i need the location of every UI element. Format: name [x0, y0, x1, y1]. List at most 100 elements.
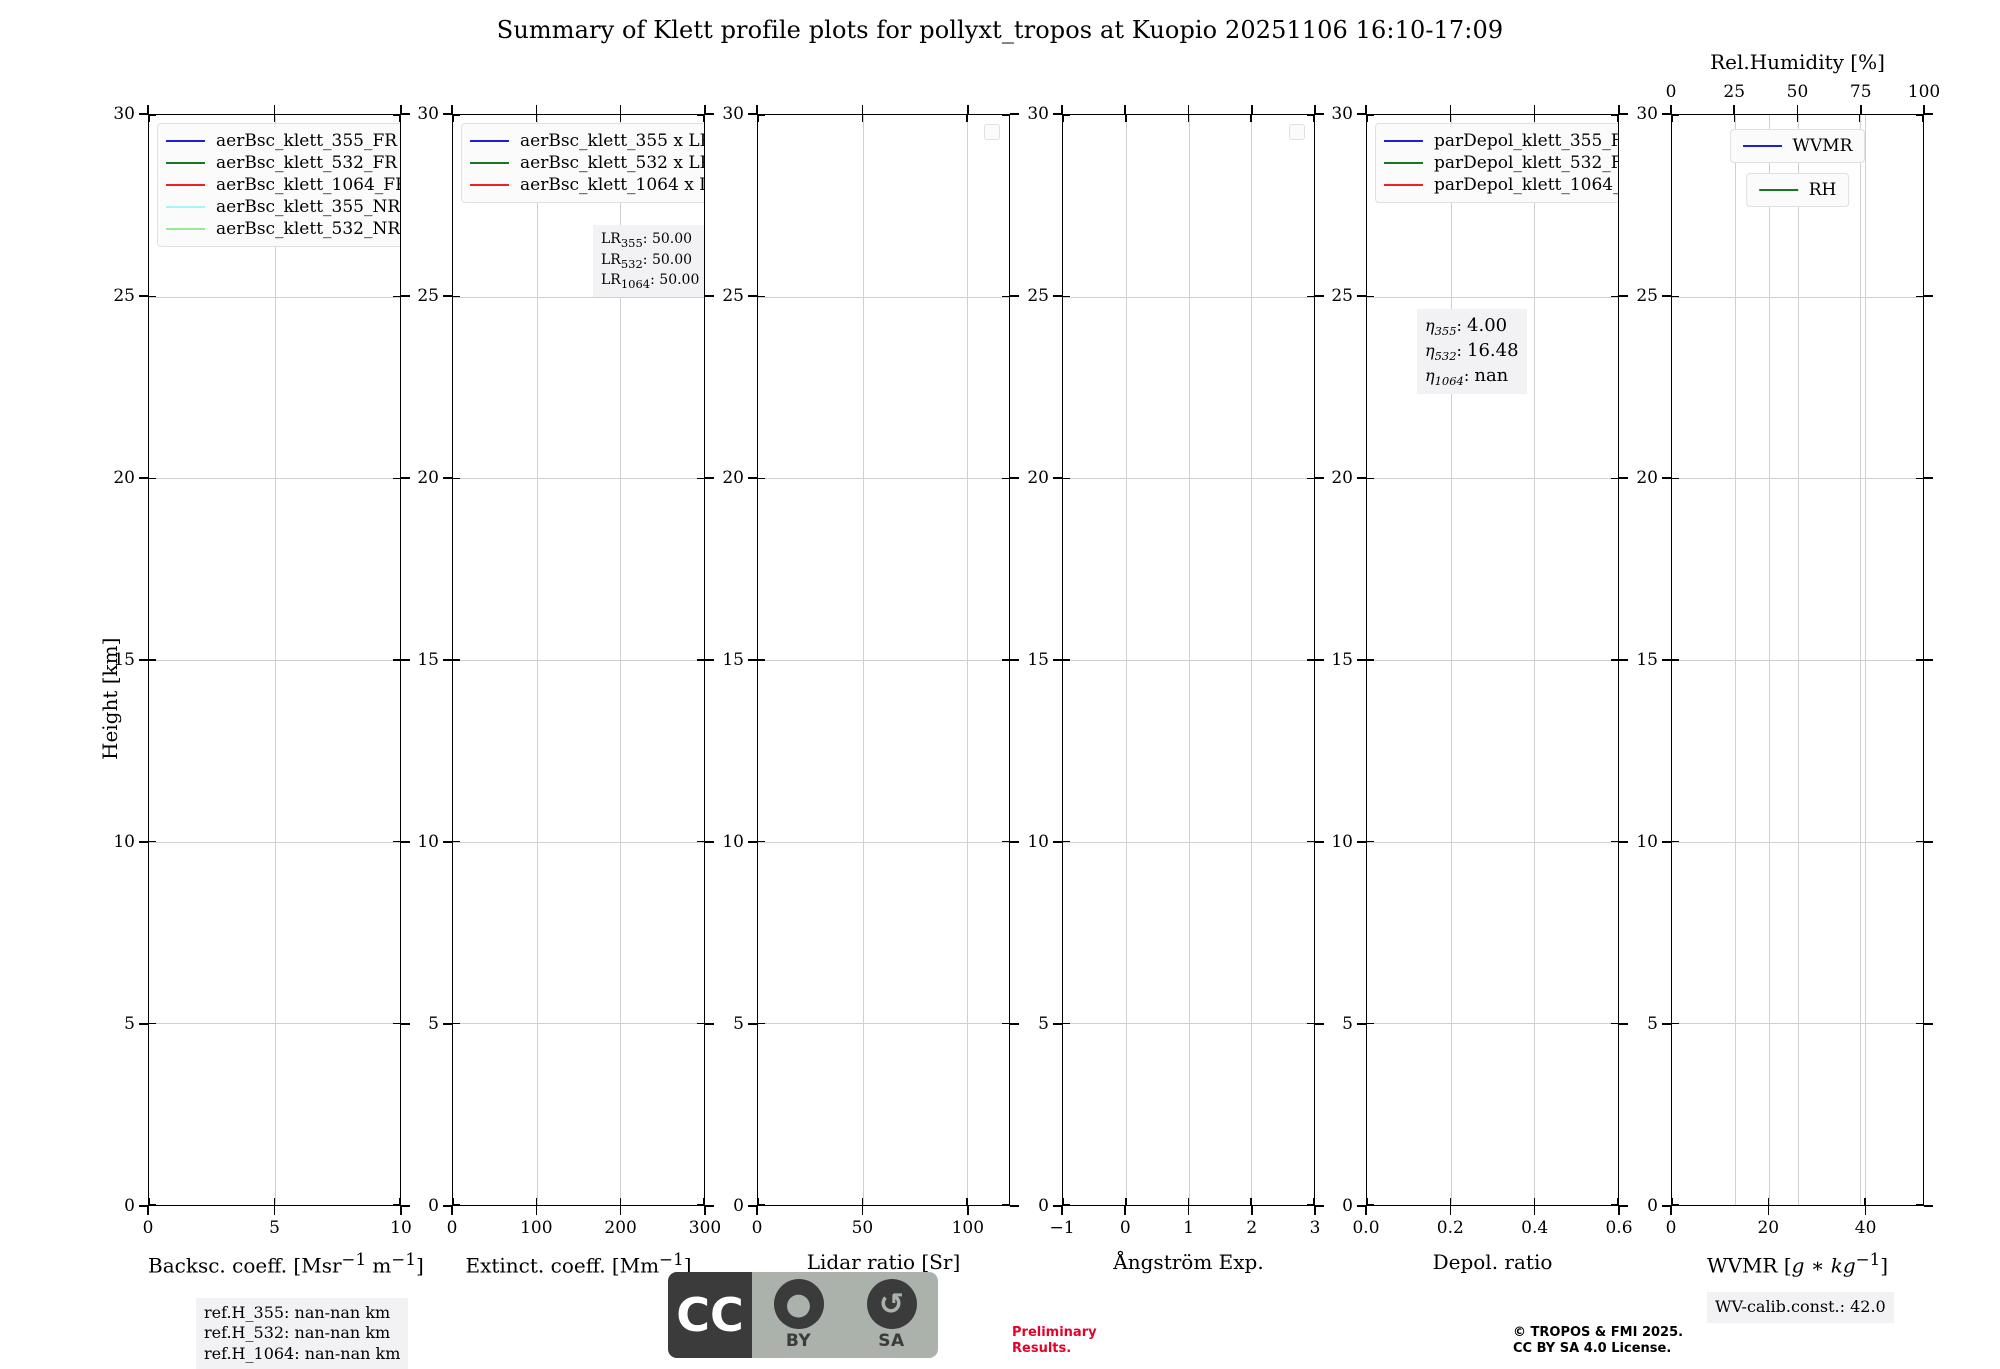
annotation-symbol: LR1064	[601, 272, 651, 292]
x-axis-tick-inner	[1313, 1198, 1314, 1205]
y-axis-tick-inner	[1002, 477, 1009, 480]
x-axis-tick	[1449, 1206, 1452, 1215]
y-axis-tick-inner	[1367, 1204, 1374, 1205]
gridline-horizontal	[1367, 478, 1618, 480]
gridline-horizontal	[1367, 841, 1618, 843]
legend-wvmr[interactable]: WVMR	[1729, 129, 1866, 163]
annotation-symbol: LR532	[601, 251, 643, 271]
y-axis-tick-inner	[1672, 840, 1679, 843]
legend-depol-ratio[interactable]: parDepol_klett_355_FR parDepol_klett_532_…	[1375, 123, 1618, 203]
x-axis-tick-top	[1250, 105, 1253, 114]
y-axis-tick-inner	[1367, 115, 1374, 116]
x-axis-tick-top-inner	[149, 115, 150, 122]
x-axis-tick-top-inner	[1617, 115, 1618, 122]
y-axis-tick-inner	[1672, 659, 1679, 661]
legend-item[interactable]: aerBsc_klett_532_FR	[166, 152, 400, 174]
y-axis-tick	[1619, 841, 1628, 843]
x-axis-tick-top	[861, 105, 864, 114]
y-axis-tick	[1010, 1023, 1019, 1025]
y-axis-tick-inner	[1916, 295, 1923, 298]
copyright-line-2: CC BY SA 4.0 License.	[1513, 1341, 1672, 1357]
legend-item-label: aerBsc_klett_355 x LR	[520, 130, 705, 151]
legend-lidar-ratio-empty[interactable]	[984, 124, 1000, 140]
y-axis-tick-inner	[1063, 1204, 1070, 1205]
y-axis-tick	[401, 659, 410, 661]
cc-sa-label: SA	[878, 1331, 905, 1351]
legend-item[interactable]: aerBsc_klett_1064 x LR	[470, 174, 704, 196]
legend-item[interactable]: aerBsc_klett_355 x LR	[470, 130, 705, 152]
y-axis-tick	[748, 295, 757, 297]
legend-color-swatch	[166, 140, 205, 142]
x-axis-tick-label: −1	[1049, 1218, 1075, 1238]
annotation-depol-ratio: η355: 4.00 η532: 16.48 η1064: nan	[1417, 309, 1527, 395]
legend-item[interactable]: WVMR	[1742, 135, 1852, 157]
y-axis-tick-inner	[1367, 659, 1374, 661]
x-axis-tick-inner	[966, 1198, 968, 1205]
plot-area-lidar-ratio[interactable]	[757, 114, 1010, 1206]
plot-area-extinction[interactable]: aerBsc_klett_355 x LR aerBsc_klett_532 x …	[452, 114, 705, 1206]
y-axis-tick-inner	[697, 659, 704, 661]
x-axis-tick-top	[1187, 105, 1190, 114]
legend-item[interactable]: aerBsc_klett_355_FR	[166, 130, 400, 152]
legend-item[interactable]: aerBsc_klett_1064_FR	[166, 174, 401, 196]
legend-item[interactable]: parDepol_klett_355_FR	[1384, 130, 1618, 152]
copyright-line-1: © TROPOS & FMI 2025.	[1513, 1325, 1684, 1340]
x-axis-tick-top	[704, 105, 706, 114]
plot-area-backscatter[interactable]: aerBsc_klett_355_FR aerBsc_klett_532_FR ae…	[148, 114, 401, 1206]
gridline-vertical	[620, 115, 622, 1205]
x-axis-tick-inner	[273, 1198, 276, 1205]
y-axis-tick-inner	[1063, 840, 1070, 843]
y-axis-tick	[443, 113, 452, 115]
x-axis-tick-label: 20	[1757, 1218, 1780, 1238]
y-axis-tick	[1924, 477, 1933, 479]
y-axis-tick	[1053, 295, 1062, 297]
x-axis-tick-inner	[1864, 1198, 1866, 1205]
legend-item[interactable]: aerBsc_klett_532_NR	[166, 218, 400, 240]
y-axis-tick-inner	[697, 477, 704, 480]
legend-item[interactable]: aerBsc_klett_532 x LR	[470, 152, 704, 174]
x-axis-tick-inner	[703, 1198, 704, 1205]
legend-item-label: aerBsc_klett_532_FR	[216, 152, 398, 173]
x-axis-tick-inner	[1250, 1198, 1253, 1205]
legend-item[interactable]: aerBsc_klett_355_NR	[166, 196, 400, 218]
x-axis-tick-top	[967, 105, 969, 114]
y-axis-tick-inner	[1063, 115, 1070, 116]
y-axis-tick-label: 15	[722, 650, 744, 670]
legend-angstrom-empty[interactable]	[1289, 124, 1305, 140]
x-axis-label: Extinct. coeff. [Mm−1]	[465, 1250, 692, 1278]
y-axis-tick-label: 20	[722, 468, 744, 488]
y-axis-tick-inner	[149, 477, 156, 480]
x-axis-label: Backsc. coeff. [Msr−1 m−1]	[148, 1250, 424, 1278]
x-axis-tick-inner	[535, 1198, 538, 1205]
y-axis-tick-inner	[1307, 115, 1314, 116]
y-axis-tick-inner	[1307, 1204, 1314, 1205]
y-axis-tick-inner	[1307, 295, 1314, 298]
x-axis-tick-label: 10	[390, 1218, 412, 1238]
y-axis-tick-inner	[1002, 295, 1009, 298]
legend-rh[interactable]: RH	[1745, 173, 1850, 207]
y-axis-tick-label: 25	[1636, 286, 1658, 306]
x-axis-tick	[861, 1206, 864, 1215]
y-axis-tick-inner	[1002, 1022, 1009, 1025]
plot-area-depol-ratio[interactable]: parDepol_klett_355_FR parDepol_klett_532_…	[1366, 114, 1619, 1206]
legend-item[interactable]: parDepol_klett_1064_FR	[1384, 174, 1618, 196]
x-axis-tick	[273, 1206, 276, 1215]
x-axis-label: WVMR [g ∗ kg−1]	[1706, 1250, 1889, 1278]
y-axis-tick	[705, 295, 714, 297]
legend-item-label: aerBsc_klett_1064_FR	[216, 174, 401, 195]
plot-area-wvmr[interactable]: WVMR RH	[1671, 114, 1924, 1206]
panel-lidar-ratio: 0 5 10 15 20 25 30 0 50 100 Lidar ratio [Sr]	[722, 104, 1019, 1274]
y-axis-tick	[748, 477, 757, 479]
legend-color-swatch	[1742, 145, 1782, 147]
x-axis-tick	[756, 1206, 758, 1215]
plot-area-angstrom[interactable]	[1062, 114, 1315, 1206]
legend-extinction[interactable]: aerBsc_klett_355 x LR aerBsc_klett_532 x …	[461, 123, 705, 203]
legend-item[interactable]: RH	[1758, 179, 1836, 201]
x-axis-tick-top-inner	[1313, 115, 1314, 122]
legend-backscatter[interactable]: aerBsc_klett_355_FR aerBsc_klett_532_FR ae…	[157, 123, 401, 247]
legend-item[interactable]: parDepol_klett_532_FR	[1384, 152, 1618, 174]
x-axis-tick-label: 0	[1665, 1218, 1677, 1238]
legend-color-swatch	[470, 140, 509, 142]
y-axis-tick-label: 10	[417, 832, 439, 852]
